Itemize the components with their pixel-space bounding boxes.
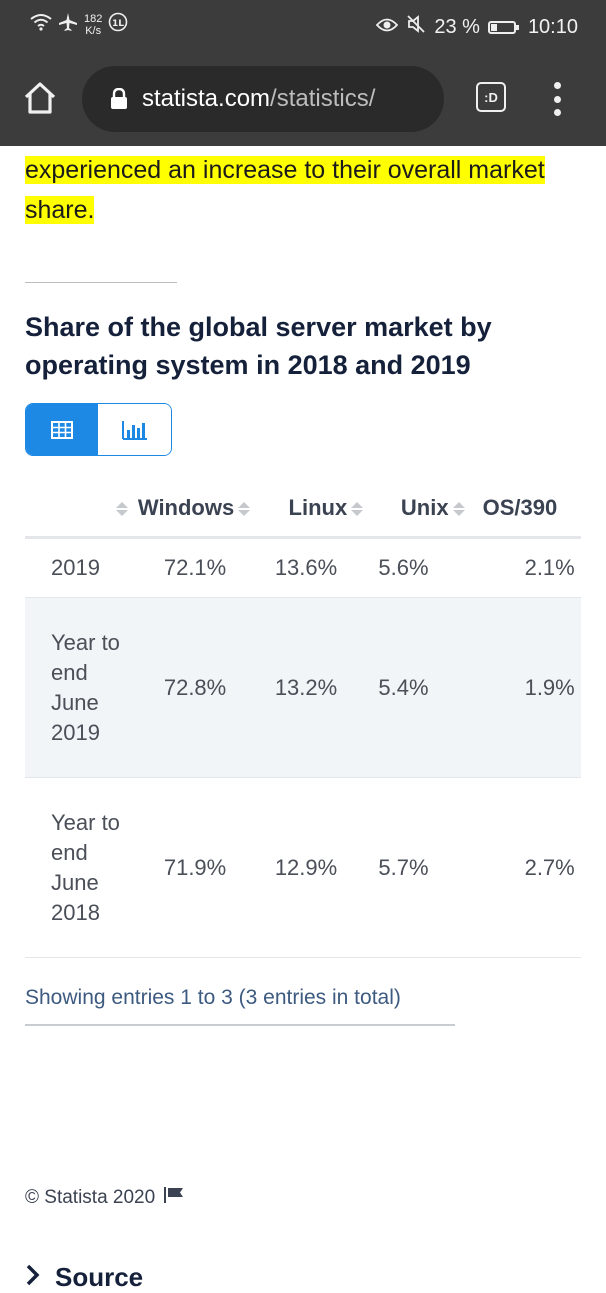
cell-unix: 5.7% (361, 777, 463, 958)
table-row: Year to end June 2018 71.9% 12.9% 5.7% 2… (25, 777, 581, 958)
clock: 10:10 (527, 15, 578, 38)
source-heading[interactable]: Source (25, 1262, 143, 1293)
chart-view-button[interactable] (98, 404, 171, 455)
column-header-year[interactable] (25, 480, 129, 539)
home-button[interactable] (22, 80, 58, 116)
cell-unix: 5.4% (361, 597, 463, 778)
sort-icon (238, 500, 251, 518)
table-icon (51, 420, 73, 439)
network-speed: 182 K/s (84, 12, 103, 37)
sort-icon (116, 500, 129, 518)
cell-linux: 13.2% (248, 597, 362, 778)
cell-year: 2019 (25, 537, 127, 598)
cell-year: Year to end June 2018 (25, 777, 127, 958)
cell-windows: 71.9% (126, 777, 249, 958)
cell-year: Year to end June 2019 (25, 597, 127, 778)
mute-icon (406, 14, 426, 40)
svg-text:1L: 1L (112, 19, 124, 29)
battery-icon (487, 20, 519, 34)
flag-icon[interactable] (163, 1186, 185, 1210)
column-header-unix[interactable]: Unix (361, 480, 465, 539)
copyright: © Statista 2020 (25, 1186, 185, 1210)
column-header-linux[interactable]: Linux (248, 480, 364, 539)
address-bar[interactable]: statista.com/statistics/ (82, 66, 444, 132)
data-table: Windows Linux Unix OS/390 2019 72.1% 13.… (25, 480, 581, 958)
table-row: Year to end June 2019 72.8% 13.2% 5.4% 1… (25, 597, 581, 778)
entries-info: Showing entries 1 to 3 (3 entries in tot… (25, 986, 455, 1026)
cell-linux: 12.9% (248, 777, 362, 958)
source-heading-label: Source (55, 1262, 144, 1292)
lock-icon (110, 87, 128, 110)
view-toggle (25, 403, 172, 456)
cell-os390: 2.1% (462, 537, 581, 598)
cell-os390: 1.9% (462, 597, 581, 778)
tab-switcher-button[interactable]: :D (476, 82, 506, 112)
copyright-text: © Statista 2020 (25, 1187, 156, 1208)
eye-icon (376, 16, 399, 39)
sort-icon (351, 500, 364, 518)
cell-windows: 72.1% (126, 537, 249, 598)
browser-toolbar: statista.com/statistics/ :D (0, 52, 606, 146)
column-header-windows[interactable]: Windows (126, 480, 251, 539)
highlighted-paragraph: experienced an increase to their overall… (25, 156, 545, 224)
battery-percent: 23 % (434, 15, 480, 38)
airplane-icon (58, 12, 78, 37)
chart-title: Share of the global server market by ope… (25, 312, 492, 380)
data-saver-icon: 1L (108, 12, 128, 37)
sort-icon (452, 500, 465, 518)
chevron-right-icon (25, 1262, 41, 1293)
column-header-os390[interactable]: OS/390 (462, 480, 581, 539)
home-icon (24, 82, 56, 114)
table-row: 2019 72.1% 13.6% 5.6% 2.1% (25, 537, 581, 598)
cell-linux: 13.6% (248, 537, 362, 598)
bar-chart-icon (121, 420, 147, 440)
section-divider (25, 282, 177, 283)
cell-windows: 72.8% (126, 597, 249, 778)
cell-unix: 5.6% (361, 537, 463, 598)
wifi-icon (30, 13, 52, 36)
data-table-container[interactable]: Windows Linux Unix OS/390 2019 72.1% 13.… (25, 480, 581, 960)
status-bar: 182 K/s 1L 23 % 10:10 (0, 0, 606, 52)
cell-os390: 2.7% (462, 777, 581, 958)
table-view-button[interactable] (26, 404, 98, 455)
url-text: statista.com/statistics/ (142, 85, 376, 112)
overflow-menu-button[interactable] (548, 82, 566, 116)
